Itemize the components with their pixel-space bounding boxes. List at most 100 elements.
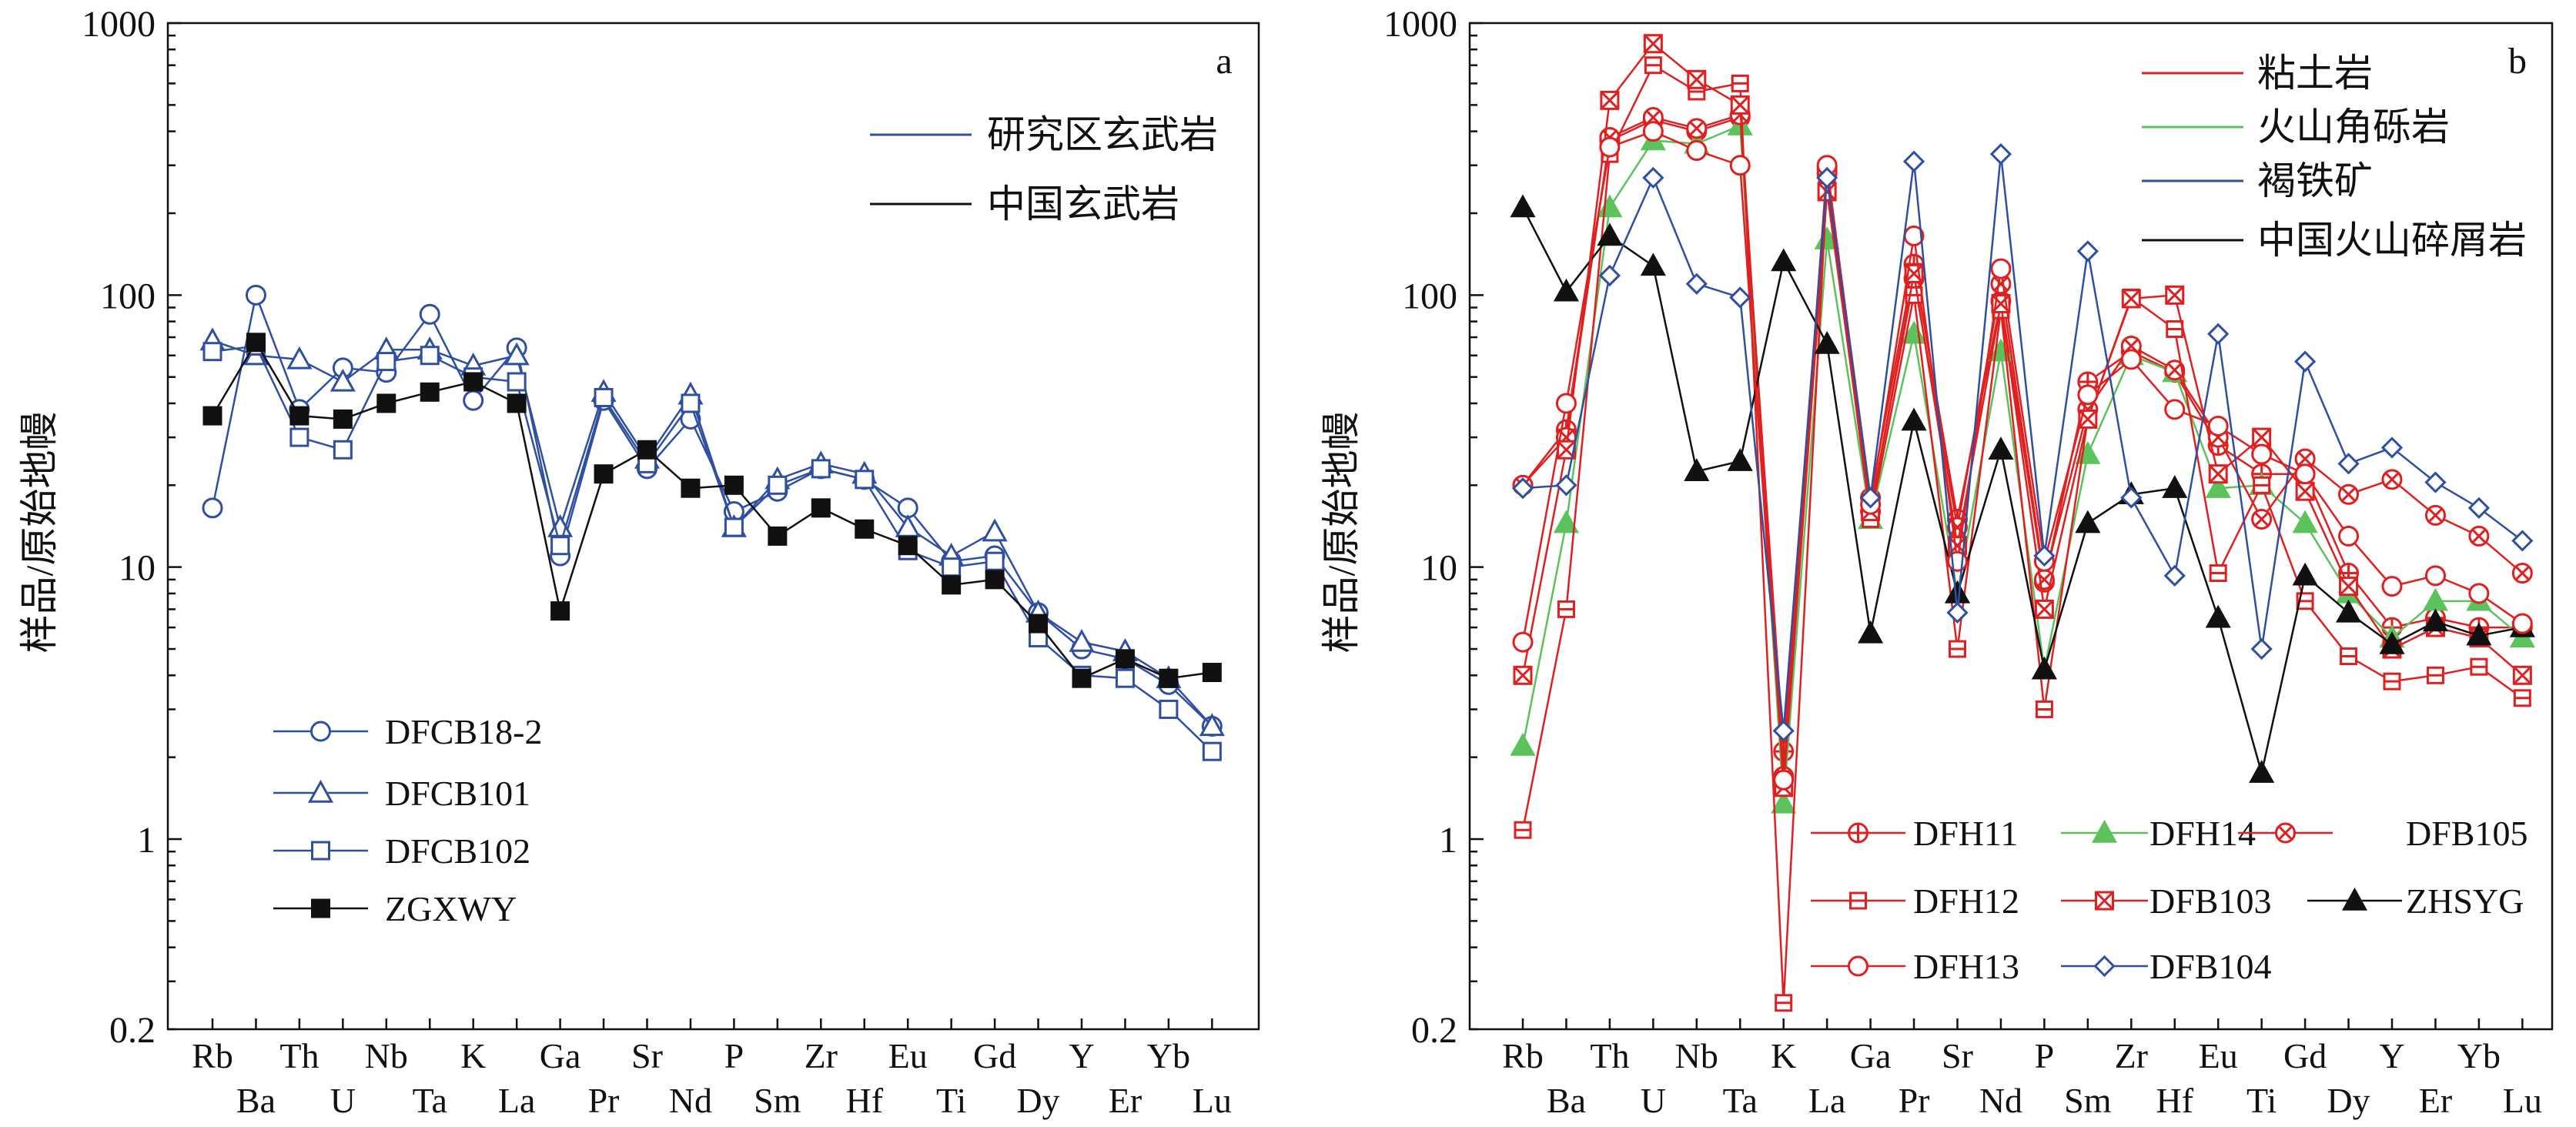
data-point	[2253, 476, 2271, 494]
data-point	[2340, 647, 2358, 666]
x-tick-label: Ga	[1850, 1036, 1892, 1075]
series-group	[199, 284, 1225, 761]
x-tick-label: Hf	[845, 1081, 883, 1120]
data-point	[1687, 69, 1707, 89]
data-point	[985, 570, 1005, 590]
data-point	[376, 352, 396, 372]
data-point	[2121, 289, 2141, 309]
series-DFH12	[1514, 56, 2531, 1012]
data-point	[2337, 453, 2360, 475]
x-tick-label: Er	[2419, 1081, 2452, 1120]
x-tick-label: Zr	[2115, 1036, 2148, 1075]
x-tick-label: Yb	[2457, 1036, 2501, 1075]
data-point	[2165, 285, 2185, 305]
data-point	[1069, 629, 1095, 652]
x-tick-label: Y	[1069, 1036, 1094, 1075]
x-tick-label: Pr	[588, 1081, 620, 1120]
data-point	[1773, 741, 1795, 762]
data-point	[2294, 463, 2316, 485]
data-point	[2162, 475, 2188, 498]
data-point	[2205, 604, 2231, 628]
data-point	[507, 393, 527, 413]
data-point	[2468, 525, 2490, 547]
data-point	[2468, 583, 2490, 604]
y-tick-label: 1000	[82, 4, 156, 45]
data-point	[1511, 477, 1534, 500]
data-point	[2511, 613, 2533, 634]
series-ZHSYG	[1510, 194, 2535, 783]
legend-marker	[2095, 891, 2114, 911]
data-point	[333, 409, 353, 429]
plot-frame	[166, 22, 1260, 1031]
data-point	[2251, 443, 2273, 465]
data-point	[419, 303, 440, 325]
x-tick-label: Ga	[540, 1036, 581, 1075]
data-point	[898, 536, 918, 556]
data-point	[376, 393, 396, 413]
data-point	[463, 390, 484, 411]
x-axis: Rb Th Nb K Ga Sr P Zr Eu Gd Y Yb Ba U Ta La Pr Nd Sm Hf Ti Dy…	[1502, 1018, 2542, 1120]
x-tick-label: K	[1771, 1036, 1796, 1075]
data-point	[507, 372, 527, 392]
y-tick-label: 10	[119, 548, 156, 589]
data-point	[855, 470, 875, 490]
legend-marker	[1848, 955, 1868, 977]
data-point	[1199, 713, 1225, 737]
data-point	[1557, 600, 1575, 618]
x-tick-label: Dy	[1016, 1081, 1059, 1120]
legend-entry-DFH11: DFH11	[1811, 814, 2018, 853]
data-point	[1816, 166, 1838, 189]
series-DFCB101	[199, 327, 1225, 737]
data-point	[1555, 474, 1577, 497]
y-tick-label: 100	[100, 276, 156, 316]
data-point	[2383, 672, 2401, 691]
legend-label: ZHSYG	[2406, 881, 2524, 921]
data-point	[1684, 458, 1710, 481]
legend-label: DFCB102	[385, 831, 530, 871]
data-point	[1159, 668, 1179, 688]
legend-label: DFCB101	[385, 774, 530, 813]
legend-entry-ZGXWY: ZGXWY	[273, 889, 517, 928]
legend-entry-DFH14: DFH14	[2061, 814, 2256, 853]
data-point	[2424, 504, 2446, 526]
data-point	[1599, 136, 1621, 158]
x-tick-label: Dy	[2327, 1081, 2370, 1120]
y-axis-label: 样品/原始地幔	[18, 412, 61, 654]
series-DFCB102	[202, 336, 1222, 761]
x-tick-label: Rb	[1502, 1036, 1544, 1075]
data-point	[1644, 56, 1662, 75]
data-point	[594, 464, 614, 484]
data-point	[1775, 994, 1793, 1012]
data-point	[1202, 663, 1222, 683]
y-tick-label: 0.2	[1411, 1010, 1457, 1051]
data-point	[2422, 608, 2448, 632]
data-point	[942, 557, 962, 577]
data-point	[333, 440, 353, 460]
legend-entry-DFCB102: DFCB102	[273, 831, 530, 871]
data-point	[1512, 631, 1534, 653]
legend-marker	[2275, 822, 2296, 844]
data-point	[1902, 150, 1925, 172]
data-point	[724, 475, 744, 495]
x-tick-label: Ba	[236, 1081, 276, 1120]
data-point	[1159, 699, 1179, 719]
x-tick-label: Eu	[888, 1036, 928, 1075]
series-line	[212, 339, 1213, 727]
x-tick-label: Pr	[1899, 1081, 1930, 1120]
data-point	[1510, 194, 1536, 218]
data-point	[2077, 384, 2099, 406]
data-point	[420, 346, 440, 366]
data-point	[2381, 469, 2403, 490]
series-ZGXWY	[202, 333, 1222, 688]
data-point	[2511, 530, 2534, 552]
data-point	[1990, 273, 2012, 295]
data-point	[2336, 599, 2362, 623]
x-tick-label: K	[460, 1036, 486, 1075]
data-point	[2422, 587, 2448, 611]
data-point	[982, 518, 1008, 542]
legend-marker	[311, 841, 330, 861]
data-point	[245, 284, 266, 306]
x-tick-label: Y	[2379, 1036, 2404, 1075]
data-point	[1072, 668, 1092, 688]
